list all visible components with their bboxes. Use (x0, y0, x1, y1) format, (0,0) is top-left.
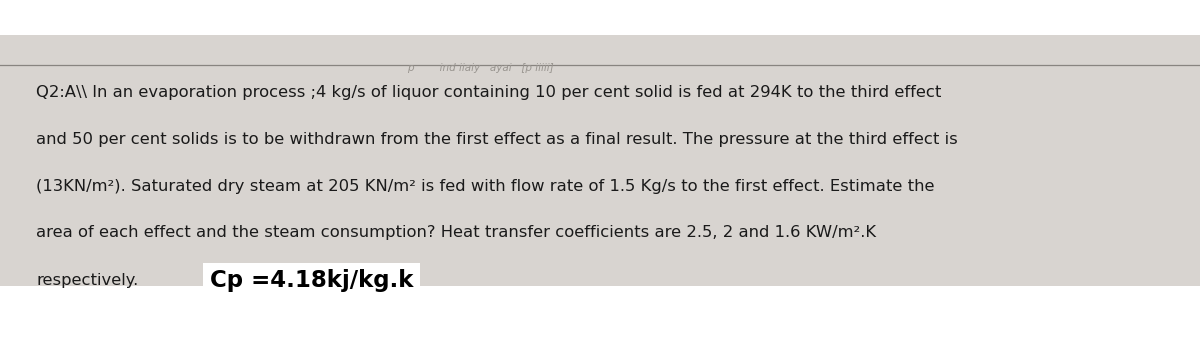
Text: p        ind iiaiy   ayai   [p iiiii]: p ind iiaiy ayai [p iiiii] (407, 62, 553, 73)
Text: respectively.: respectively. (36, 274, 138, 288)
Text: Cp =4.18kj/kg.k: Cp =4.18kj/kg.k (210, 269, 413, 292)
Text: area of each effect and the steam consumption? Heat transfer coefficients are 2.: area of each effect and the steam consum… (36, 225, 876, 239)
FancyBboxPatch shape (0, 35, 1200, 286)
Text: and 50 per cent solids is to be withdrawn from the first effect as a final resul: and 50 per cent solids is to be withdraw… (36, 132, 958, 147)
Text: (13KN/m²). Saturated dry steam at 205 KN/m² is fed with flow rate of 1.5 Kg/s to: (13KN/m²). Saturated dry steam at 205 KN… (36, 179, 935, 194)
Text: Q2:A\\ In an evaporation process ;4 kg/s of liquor containing 10 per cent solid : Q2:A\\ In an evaporation process ;4 kg/s… (36, 85, 941, 100)
